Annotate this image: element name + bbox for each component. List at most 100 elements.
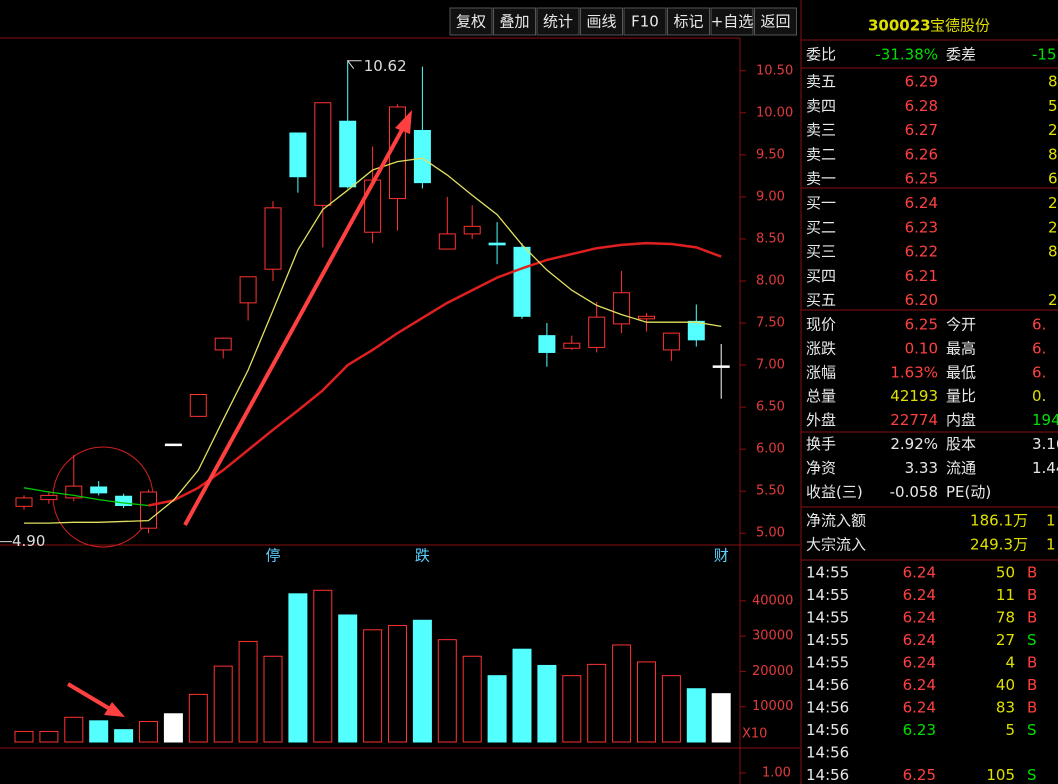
volume-bar: [238, 640, 258, 743]
toolbar-button[interactable]: [710, 7, 754, 36]
volume-bar: [512, 648, 532, 743]
stats-cell: 0.10: [905, 339, 938, 357]
book-cell: 买一: [806, 194, 836, 212]
candle-body: [140, 491, 157, 529]
book-cell: 卖五: [806, 73, 836, 91]
candle-body: [463, 225, 481, 235]
toolbar-label[interactable]: 叠加: [499, 13, 529, 31]
stats-cell: 股本: [946, 435, 976, 453]
toolbar-button[interactable]: [536, 7, 580, 36]
toolbar-button[interactable]: [667, 7, 710, 36]
summary-cell: -15: [1032, 46, 1057, 64]
sub-tick-label: 1.00: [762, 766, 791, 781]
candle-body: [413, 129, 431, 184]
book-cell: 买四: [806, 267, 836, 285]
price-tick-label: 8.50: [756, 231, 785, 246]
trades-cell: 6.24: [903, 586, 936, 604]
candle-body: [164, 443, 182, 447]
trades-cell: 50: [996, 564, 1015, 582]
volume-bar: [64, 716, 84, 743]
candle-body: [15, 497, 33, 507]
stats-cell: 最低: [946, 363, 976, 381]
flow-cell: 1: [1046, 536, 1056, 554]
toolbar-label[interactable]: 返回: [760, 13, 790, 31]
trades-cell: 14:56: [806, 699, 849, 717]
toolbar-label[interactable]: +自选: [711, 13, 754, 31]
toolbar-label[interactable]: 标记: [673, 13, 703, 31]
book-cell: 买五: [806, 291, 836, 309]
volume-bar: [537, 664, 557, 743]
book-cell: 5: [1048, 97, 1058, 115]
candle-body: [638, 315, 655, 320]
stats-cell: 收益(三): [806, 483, 863, 501]
volume-bar: [288, 593, 308, 743]
price-tick-label: 5.50: [756, 484, 785, 499]
high-label: 10.62: [364, 57, 407, 75]
trades-cell: B: [1027, 564, 1037, 582]
stats-cell: 3.16: [1032, 435, 1058, 453]
moving-average: [23, 487, 149, 507]
candle-body: [239, 276, 257, 304]
book-cell: 2: [1048, 121, 1058, 139]
moving-average: [148, 241, 722, 507]
book-cell: 6.23: [905, 218, 938, 236]
volume-unit: X10: [742, 727, 767, 742]
volume-bar: [338, 614, 358, 743]
volume-bar: [114, 729, 134, 743]
trades-cell: 6.24: [903, 676, 936, 694]
book-cell: 卖一: [806, 170, 836, 188]
toolbar-label[interactable]: 复权: [456, 13, 486, 31]
stats-cell: 0.: [1032, 387, 1046, 405]
candle-body: [364, 179, 382, 233]
volume-bar: [213, 665, 233, 743]
trades-cell: 27: [996, 631, 1015, 649]
toolbar-label[interactable]: 统计: [543, 13, 573, 31]
toolbar-button[interactable]: [623, 7, 667, 36]
volume-bar: [711, 693, 731, 743]
stats-cell: 外盘: [806, 411, 836, 429]
trades-cell: 14:55: [806, 564, 849, 582]
volume-bar: [612, 644, 632, 743]
stats-cell: 总量: [806, 387, 836, 405]
price-tick-label: 6.00: [756, 442, 785, 457]
stats-cell: 3.33: [905, 459, 938, 477]
stats-cell: -0.058: [890, 483, 938, 501]
stats-cell: 涨跌: [806, 339, 836, 357]
candle-body: [613, 292, 631, 325]
stats-cell: 1.44: [1032, 459, 1058, 477]
volume-bar: [263, 655, 283, 743]
toolbar-button[interactable]: [449, 7, 493, 36]
trades-cell: S: [1027, 766, 1037, 784]
book-cell: 6.21: [905, 267, 938, 285]
volume-bar: [686, 688, 706, 743]
volume-bar: [188, 693, 208, 743]
stock-code: 300023: [868, 17, 931, 35]
volume-bar: [587, 663, 607, 743]
book-cell: 6.26: [905, 145, 938, 163]
volume-tick-label: 40000: [752, 593, 793, 608]
toolbar-label[interactable]: 画线: [586, 13, 616, 31]
flow-cell: 186.1万: [970, 512, 1028, 530]
volume-bar: [39, 730, 59, 743]
stats-cell: 6.: [1032, 316, 1046, 334]
volume-bar: [163, 713, 183, 743]
stock-name: 宝德股份: [930, 17, 990, 35]
toolbar-label[interactable]: F10: [631, 13, 659, 31]
toolbar-button[interactable]: [754, 7, 797, 36]
book-cell: 卖三: [806, 121, 836, 139]
trades-cell: 6.24: [903, 609, 936, 627]
stats-cell: 6.: [1032, 339, 1046, 357]
toolbar-button[interactable]: [580, 7, 623, 36]
candle-body: [115, 495, 133, 506]
trades-cell: 14:55: [806, 654, 849, 672]
book-cell: 2: [1048, 194, 1058, 212]
annotation-arrows: [66, 110, 412, 717]
day-flag: 停: [265, 547, 280, 565]
summary-cell: 委差: [946, 46, 976, 64]
trades-cell: 11: [996, 586, 1015, 604]
toolbar-button[interactable]: [493, 7, 536, 36]
volume-bar: [412, 619, 432, 743]
